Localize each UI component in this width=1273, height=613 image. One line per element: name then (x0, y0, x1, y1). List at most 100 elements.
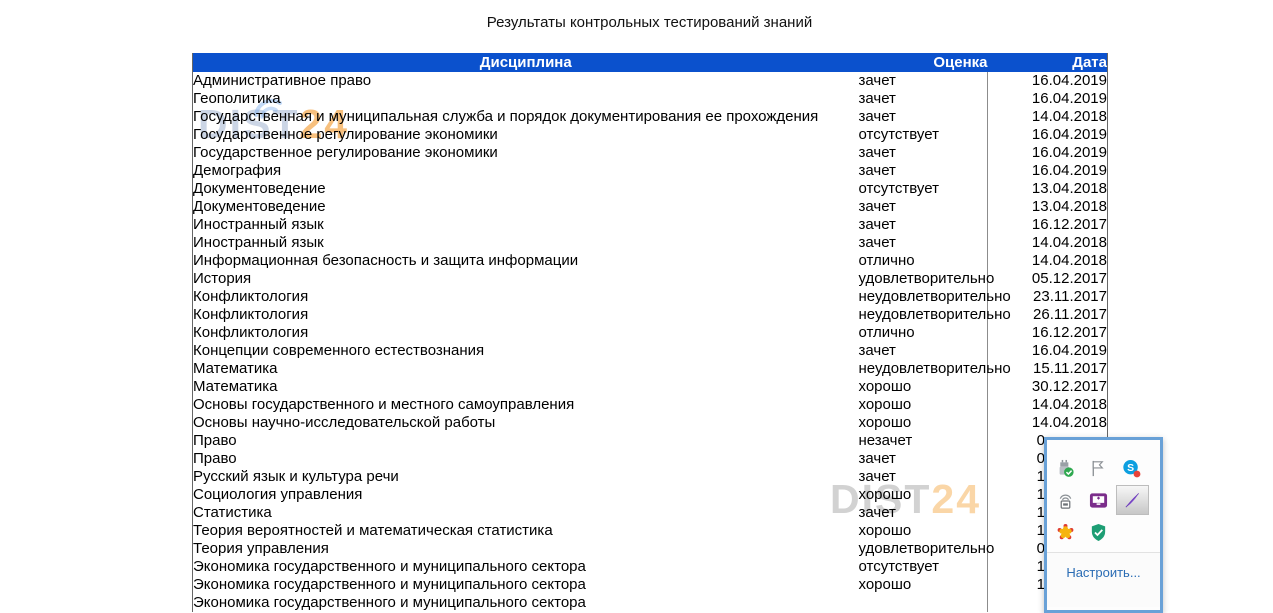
tray-popup-footer: Настроить... (1047, 552, 1160, 607)
grade-cell: хорошо (858, 486, 912, 503)
grade-cell: неудовлетворительно (858, 288, 1011, 305)
discipline-cell: История (193, 270, 252, 287)
wireless-transmitter-icon[interactable] (1049, 484, 1082, 516)
table-row: Демография зачет 16.04.2019 (193, 162, 1108, 180)
grade-cell: зачет (858, 468, 896, 485)
grade-cell: зачет (858, 198, 896, 215)
date-cell: 23.11.2017 (987, 288, 1108, 306)
security-shield-icon[interactable] (1082, 516, 1115, 548)
customize-link[interactable]: Настроить... (1066, 565, 1141, 580)
date-cell: 16.04.2019 (987, 126, 1108, 144)
date-cell: 16.12.2017 (987, 216, 1108, 234)
table-row: Математика хорошо 30.12.2017 (193, 378, 1108, 396)
grade-cell: зачет (858, 162, 896, 179)
table-row: Государственное регулирование экономики о… (193, 126, 1108, 144)
svg-text:S: S (1127, 462, 1134, 473)
grade-cell: отсутствует (858, 558, 939, 575)
discipline-cell: Социология управления (193, 486, 363, 503)
grade-cell: отлично (858, 324, 915, 341)
grade-cell: хорошо (858, 522, 912, 539)
date-cell: 13.04.2018 (987, 180, 1108, 198)
grade-cell: незачет (858, 432, 913, 449)
page-title: Результаты контрольных тестирований знан… (486, 14, 813, 31)
grade-cell (859, 594, 988, 612)
table-row: Геополитика зачет 16.04.2019 (193, 90, 1108, 108)
discipline-cell: Теория вероятностей и математическая ста… (193, 522, 553, 539)
grade-cell: зачет (858, 108, 896, 125)
table-header-row: Дисциплина Оценка Дата (192, 53, 1108, 72)
discipline-cell: Иностранный язык (193, 216, 324, 233)
grade-cell: зачет (858, 90, 896, 107)
discipline-cell: Концепции современного естествознания (193, 342, 485, 359)
table-row: Конфликтология неудовлетворительно 26.11.2… (193, 306, 1108, 324)
grade-cell: зачет (858, 144, 896, 161)
table-row: Экономика государственного и муниципальн… (193, 594, 1108, 612)
discipline-cell: Государственное регулирование экономики (193, 144, 498, 161)
table-row: Основы научно-исследовательской работы хо… (193, 414, 1108, 432)
grade-cell: зачет (858, 450, 896, 467)
discipline-cell: Экономика государственного и муниципальн… (193, 594, 586, 611)
date-cell: 14.04.2018 (987, 108, 1108, 126)
table-row: Конфликтология неудовлетворительно 23.11.2… (193, 288, 1108, 306)
table-row: Теория управления удовлетворительно 0 (193, 540, 1108, 558)
grade-cell: зачет (858, 216, 896, 233)
dist24-signal-icon (250, 82, 290, 129)
grade-cell: зачет (858, 504, 896, 521)
table-row: Теория вероятностей и математическая ста… (193, 522, 1108, 540)
discipline-cell: Административное право (193, 72, 372, 89)
pen-icon[interactable] (1116, 485, 1149, 515)
grade-cell: отлично (858, 252, 915, 269)
discipline-cell: Экономика государственного и муниципальн… (193, 558, 586, 575)
column-header-date: Дата (987, 53, 1108, 72)
watermark-text-orange: 24 (931, 476, 982, 522)
table-row: Русский язык и культура речи зачет 1 (193, 468, 1108, 486)
date-cell: 30.12.2017 (987, 378, 1108, 396)
date-cell: 14.04.2018 (987, 414, 1108, 432)
grade-cell: отсутствует (858, 180, 939, 197)
grade-cell: неудовлетворительно (858, 360, 1011, 377)
table-row: Право зачет 0 (193, 450, 1108, 468)
table-row: Экономика государственного и муниципальн… (193, 558, 1108, 576)
discipline-cell: Конфликтология (193, 288, 309, 305)
grade-cell: хорошо (858, 396, 912, 413)
grade-cell: хорошо (858, 414, 912, 431)
dist24-watermark: DIST24 (830, 476, 981, 523)
discipline-cell: Геополитика (193, 90, 281, 107)
column-header-grade: Оценка (858, 53, 988, 72)
watermark-text-gray: DIST (198, 101, 300, 147)
date-cell: 16.04.2019 (987, 144, 1108, 162)
column-header-discipline: Дисциплина (192, 53, 859, 72)
remote-screen-icon[interactable] (1082, 484, 1115, 516)
discipline-cell: Математика (193, 360, 278, 377)
table-row: Концепции современного естествознания зач… (193, 342, 1108, 360)
table-row: Конфликтология отлично 16.12.2017 (193, 324, 1108, 342)
discipline-cell: Информационная безопасность и защита инф… (193, 252, 579, 269)
usb-eject-icon[interactable] (1049, 452, 1082, 484)
table-row: Основы государственного и местного самоу… (193, 396, 1108, 414)
grade-cell: удовлетворительно (858, 540, 995, 557)
grade-cell: отсутствует (858, 126, 939, 143)
table-row: Иностранный язык зачет 14.04.2018 (193, 234, 1108, 252)
discipline-cell: Демография (193, 162, 282, 179)
discipline-cell: Основы государственного и местного самоу… (193, 396, 575, 413)
date-cell: 14.04.2018 (987, 234, 1108, 252)
table-row: Административное право зачет 16.04.2019 (193, 72, 1108, 90)
date-cell: 14.04.2018 (987, 252, 1108, 270)
table-row: Документоведение отсутствует 13.04.2018 (193, 180, 1108, 198)
discipline-cell: Статистика (193, 504, 272, 521)
table-row: Государственная и муниципальная служба и… (193, 108, 1108, 126)
settings-flower-icon[interactable] (1049, 516, 1082, 548)
skype-icon[interactable]: S (1115, 452, 1148, 484)
table-row: История удовлетворительно 05.12.2017 (193, 270, 1108, 288)
discipline-cell: Иностранный язык (193, 234, 324, 251)
grade-cell: неудовлетворительно (858, 306, 1011, 323)
discipline-cell: Основы научно-исследовательской работы (193, 414, 496, 431)
results-table: Дисциплина Оценка Дата Административное … (192, 53, 1108, 612)
date-cell: 15.11.2017 (987, 360, 1108, 378)
flag-icon[interactable] (1082, 452, 1115, 484)
discipline-cell: Государственная и муниципальная служба и… (193, 108, 819, 125)
grade-cell: зачет (858, 72, 896, 89)
table-row: Государственное регулирование экономики з… (193, 144, 1108, 162)
date-cell: 16.04.2019 (987, 72, 1108, 90)
tray-icon-grid: S (1047, 440, 1160, 548)
